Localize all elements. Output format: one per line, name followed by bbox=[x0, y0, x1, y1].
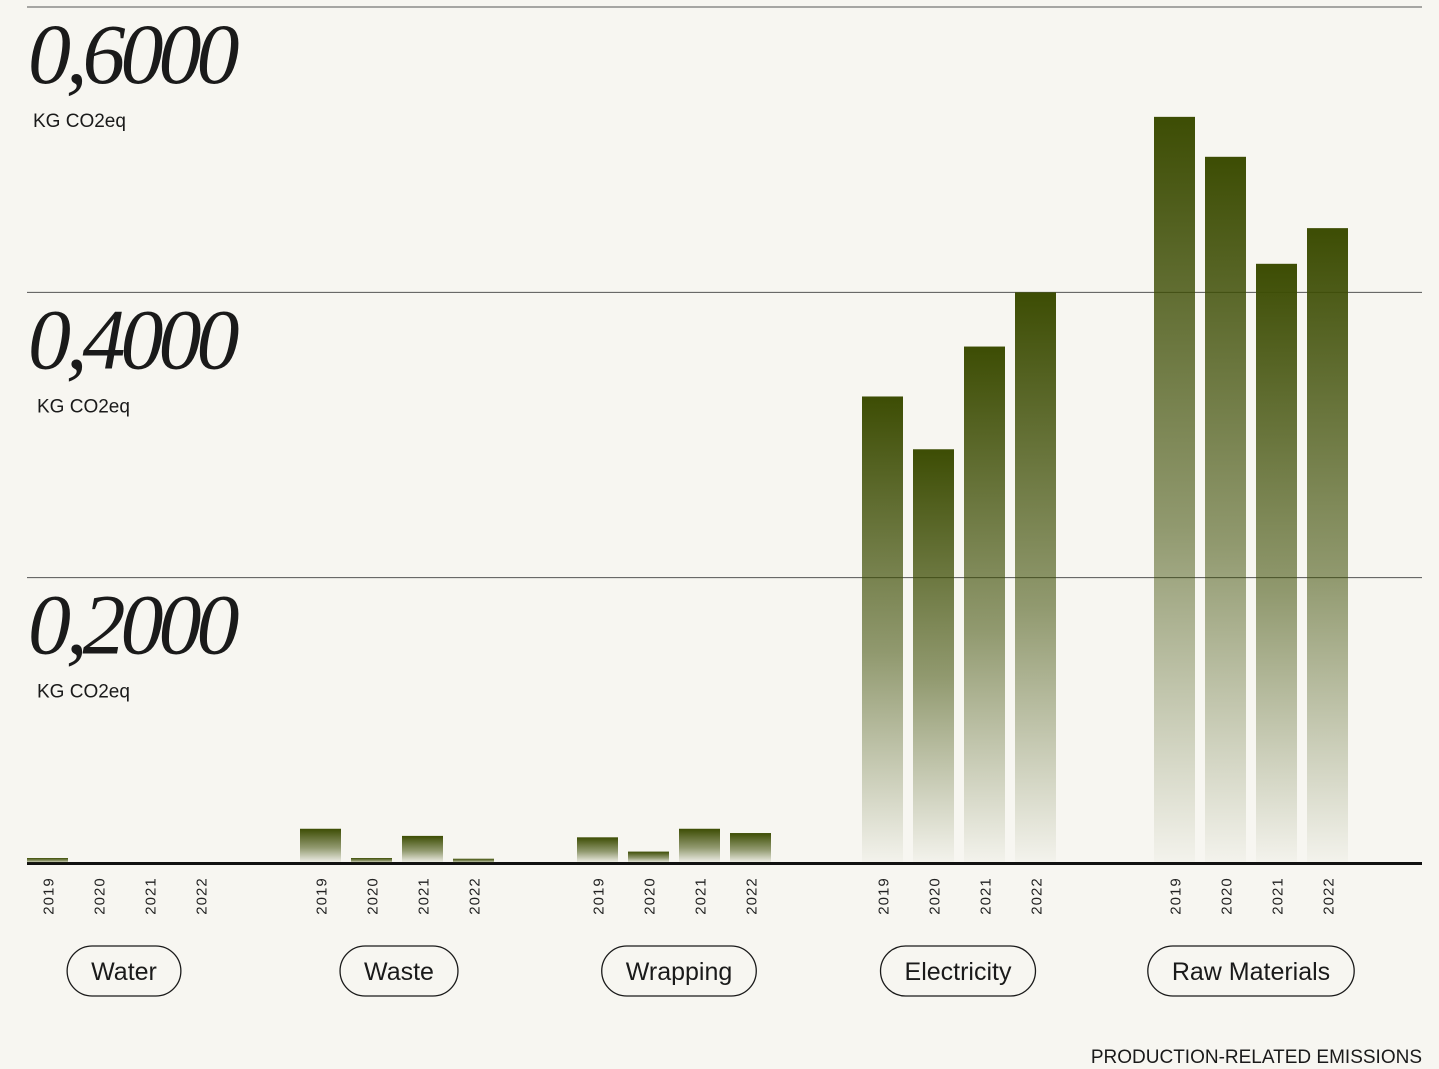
x-tick-label: 2022 bbox=[1321, 877, 1338, 914]
legend-label: Waste bbox=[364, 958, 434, 986]
y-unit-label: KG CO2eq bbox=[37, 682, 130, 703]
bar bbox=[402, 835, 443, 863]
bar bbox=[1154, 116, 1195, 863]
legend-label: Electricity bbox=[905, 958, 1012, 986]
bar bbox=[730, 833, 771, 863]
y-tick-label: 0,6000 bbox=[28, 6, 239, 102]
x-tick-label: 2022 bbox=[467, 877, 484, 914]
bar bbox=[27, 858, 68, 863]
x-tick-label: 2019 bbox=[1168, 877, 1185, 914]
x-tick-label: 2022 bbox=[744, 877, 761, 914]
x-tick-label: 2020 bbox=[92, 877, 109, 914]
x-tick-label: 2021 bbox=[143, 877, 160, 914]
bar bbox=[453, 858, 494, 863]
legend-pill bbox=[66, 945, 182, 997]
legend-label: Wrapping bbox=[626, 958, 733, 986]
bar bbox=[913, 449, 954, 863]
legend-pill bbox=[879, 945, 1037, 997]
x-tick-label: 2019 bbox=[876, 877, 893, 914]
legend-pill bbox=[601, 945, 757, 997]
bar bbox=[1015, 292, 1056, 863]
y-tick-label: 0,2000 bbox=[28, 577, 239, 673]
bar bbox=[679, 828, 720, 863]
x-tick-label: 2021 bbox=[416, 877, 433, 914]
x-tick-label: 2022 bbox=[1029, 877, 1046, 914]
bar bbox=[964, 346, 1005, 864]
bar bbox=[1307, 228, 1348, 864]
x-tick-label: 2020 bbox=[642, 877, 659, 914]
x-tick-label: 2019 bbox=[314, 877, 331, 914]
bar bbox=[577, 837, 618, 863]
y-unit-label: KG CO2eq bbox=[37, 396, 130, 417]
legend-pill bbox=[339, 945, 459, 997]
legend-label: Raw Materials bbox=[1172, 958, 1330, 986]
bar bbox=[300, 828, 341, 863]
x-tick-label: 2020 bbox=[927, 877, 944, 914]
y-tick-label: 0,4000 bbox=[28, 291, 239, 387]
x-tick-label: 2020 bbox=[365, 877, 382, 914]
bar bbox=[862, 396, 903, 863]
legend-label: Water bbox=[91, 958, 157, 986]
x-tick-label: 2021 bbox=[978, 877, 995, 914]
x-tick-label: 2019 bbox=[591, 877, 608, 914]
x-tick-label: 2019 bbox=[41, 877, 58, 914]
bar bbox=[1256, 263, 1297, 863]
bar bbox=[351, 858, 392, 863]
chart-title: PRODUCTION-RELATED EMISSIONS bbox=[1091, 1047, 1422, 1068]
x-tick-label: 2021 bbox=[693, 877, 710, 914]
bar bbox=[628, 851, 669, 863]
bar bbox=[1205, 156, 1246, 864]
x-tick-label: 2020 bbox=[1219, 877, 1236, 914]
legend-pill bbox=[1147, 945, 1355, 997]
y-unit-label: KG CO2eq bbox=[33, 111, 126, 132]
x-tick-label: 2021 bbox=[1270, 877, 1287, 914]
x-tick-label: 2022 bbox=[194, 877, 211, 914]
